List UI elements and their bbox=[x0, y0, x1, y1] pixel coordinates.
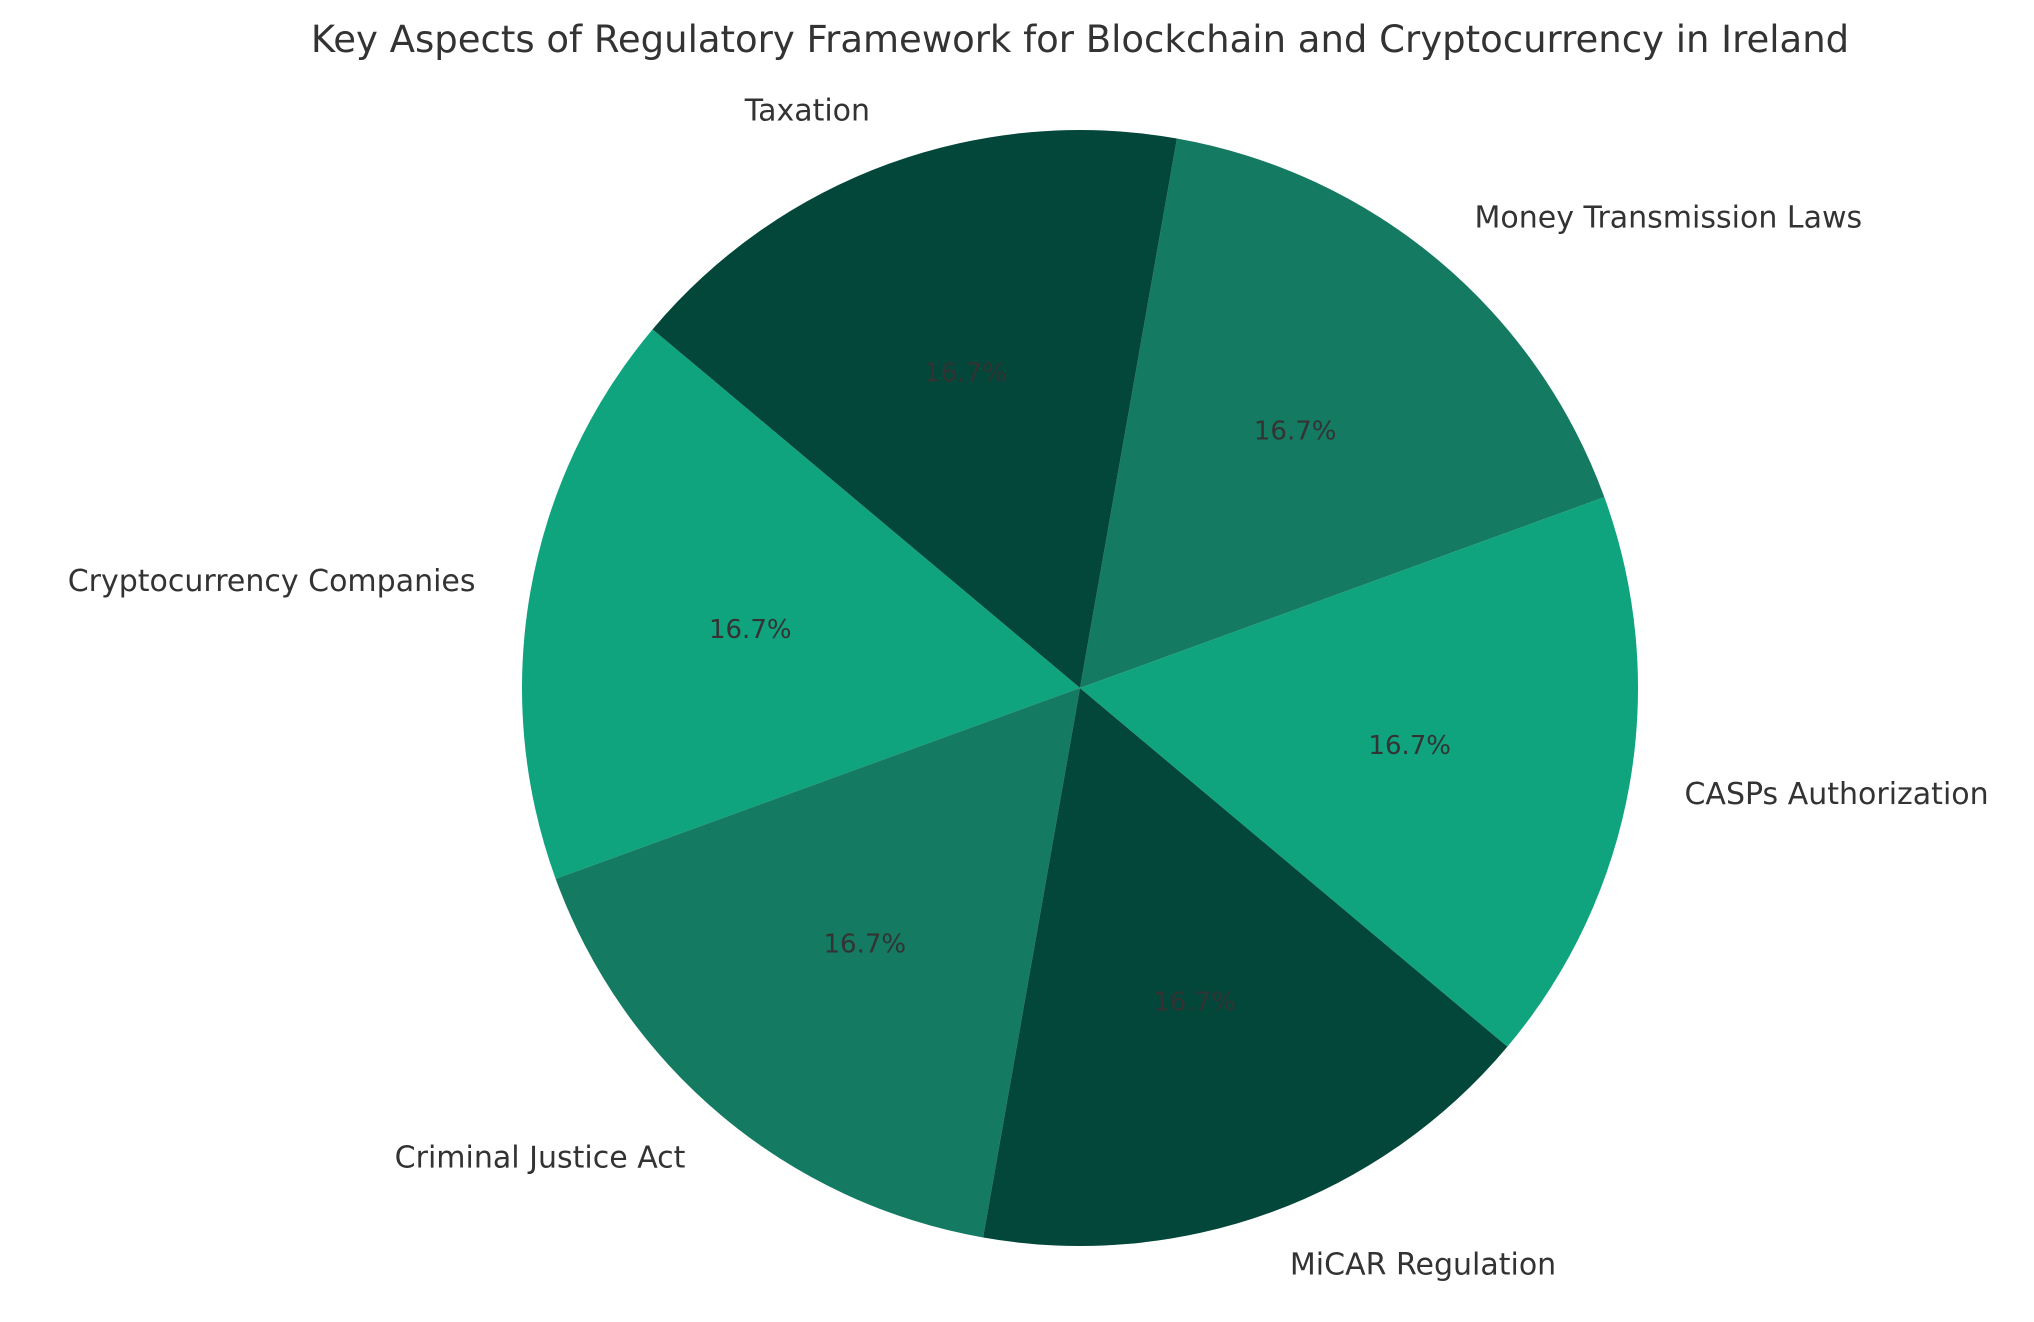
chart-title: Key Aspects of Regulatory Framework for … bbox=[311, 18, 1849, 61]
pie-slice-money-transmission-laws bbox=[1080, 138, 1605, 688]
pie-category-label: Cryptocurrency Companies bbox=[68, 564, 476, 599]
pie-percent-label: 16.7% bbox=[1254, 417, 1337, 447]
pie-slice-casps-authorization bbox=[1080, 497, 1638, 1047]
pie-slice-cryptocurrency-companies bbox=[522, 329, 1080, 879]
pie-percent-label: 16.7% bbox=[823, 929, 906, 959]
pie-category-label: Taxation bbox=[744, 94, 870, 129]
pie-labels: 16.7% Money Transmission Laws 16.7% Taxatio… bbox=[68, 94, 1989, 1283]
pie-slices bbox=[522, 130, 1638, 1246]
pie-percent-label: 16.7% bbox=[924, 358, 1007, 388]
pie-category-label: Criminal Justice Act bbox=[395, 1141, 686, 1176]
pie-slice-taxation bbox=[652, 130, 1177, 688]
pie-category-label: MiCAR Regulation bbox=[1290, 1247, 1556, 1282]
pie-percent-label: 16.7% bbox=[1368, 731, 1451, 761]
pie-slice-criminal-justice-act bbox=[555, 688, 1080, 1238]
pie-percent-label: 16.7% bbox=[709, 615, 792, 645]
pie-percent-label: 16.7% bbox=[1153, 988, 1236, 1018]
pie-category-label: CASPs Authorization bbox=[1684, 777, 1988, 812]
pie-slice-micar-regulation bbox=[983, 688, 1508, 1246]
pie-category-label: Money Transmission Laws bbox=[1475, 200, 1863, 235]
